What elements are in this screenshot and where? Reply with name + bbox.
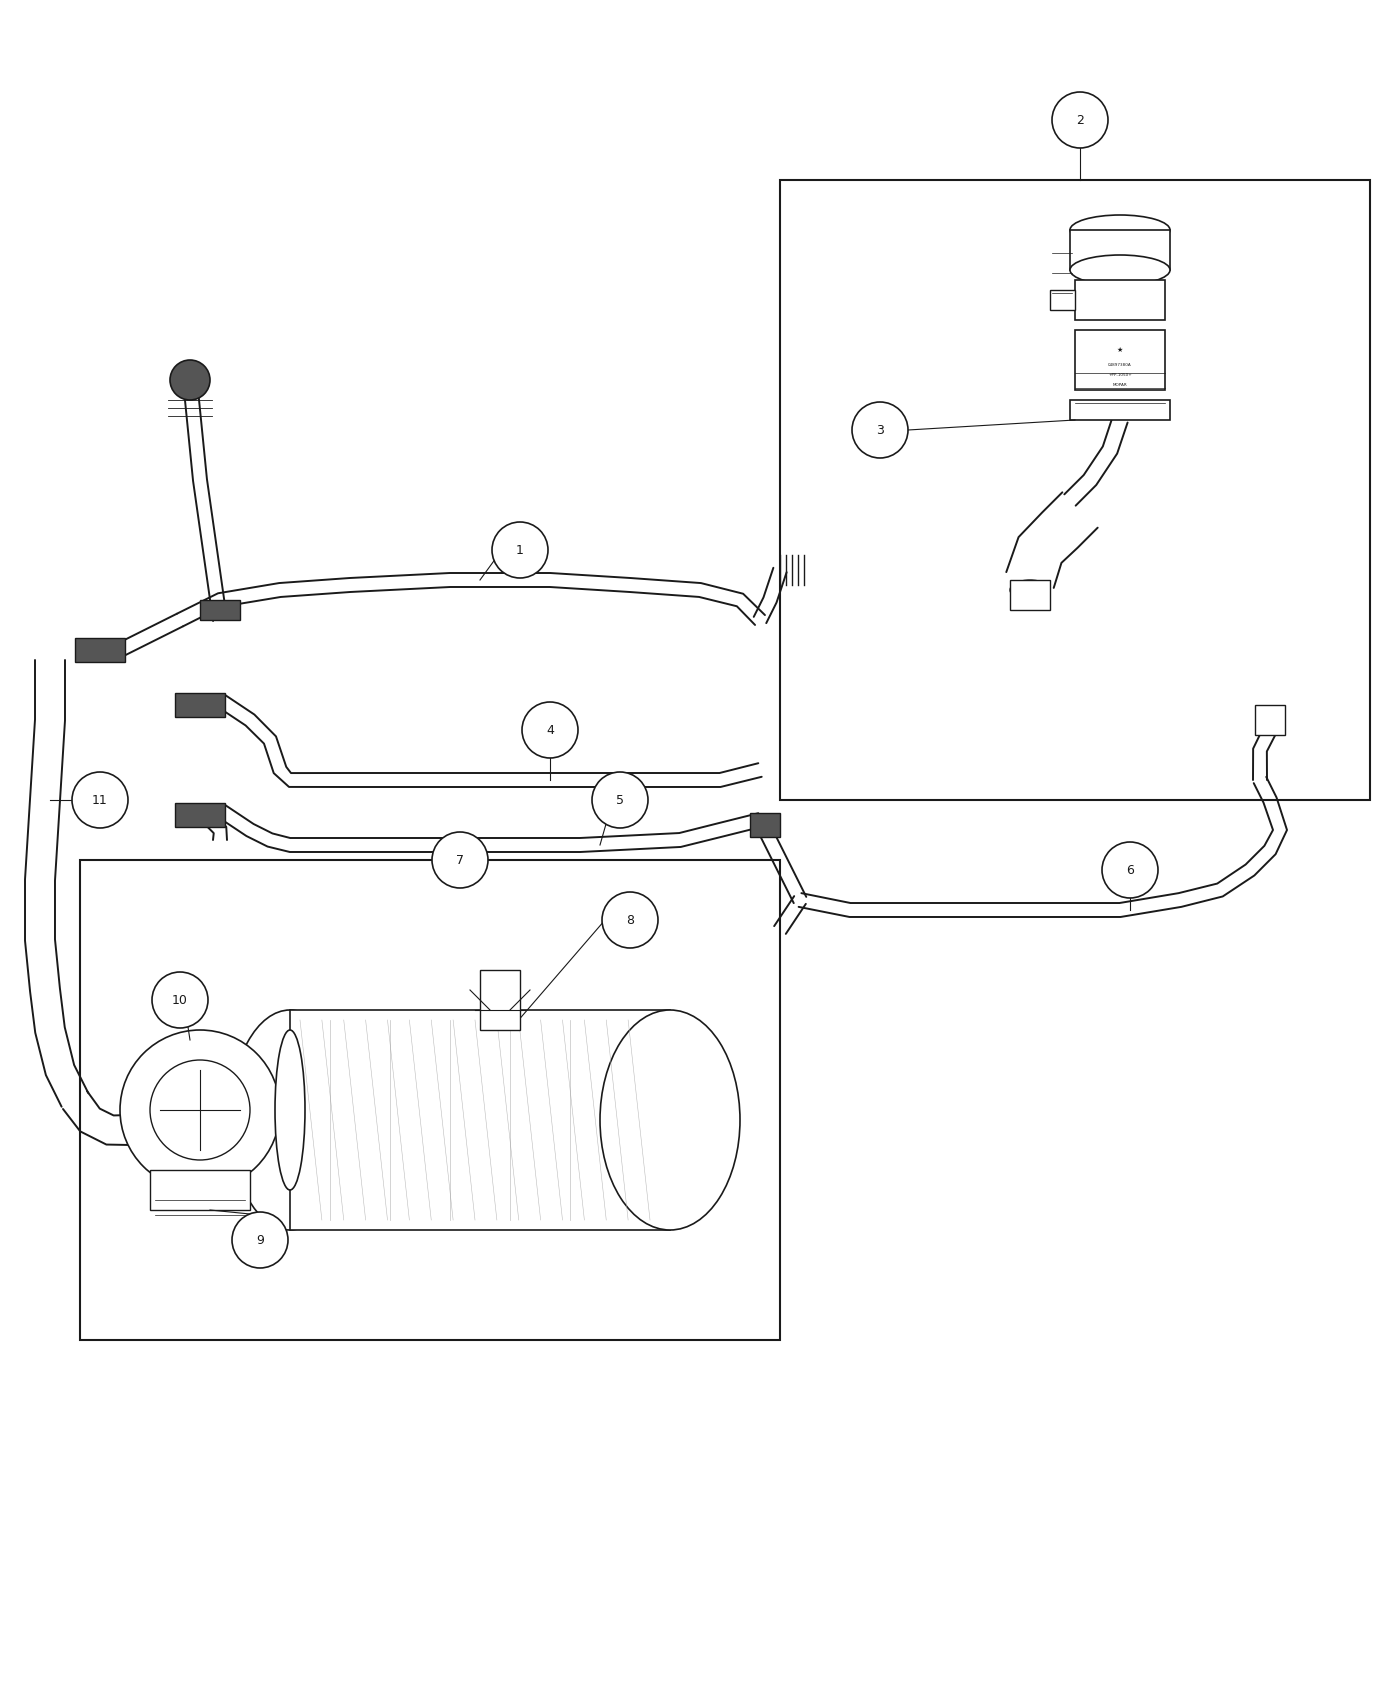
Circle shape xyxy=(232,1212,288,1268)
Bar xyxy=(200,600,239,620)
Ellipse shape xyxy=(601,1010,741,1231)
Circle shape xyxy=(169,360,210,399)
Text: MOPAR: MOPAR xyxy=(1113,382,1127,388)
Circle shape xyxy=(592,772,648,828)
Text: 2: 2 xyxy=(1077,114,1084,126)
Bar xyxy=(1070,400,1170,420)
Text: 10: 10 xyxy=(172,993,188,1006)
Bar xyxy=(175,694,225,717)
Bar xyxy=(1254,706,1285,734)
Bar xyxy=(1070,230,1170,270)
Bar xyxy=(750,813,780,836)
Circle shape xyxy=(153,972,209,1028)
Text: 9: 9 xyxy=(256,1234,265,1246)
Text: +PP-1050+: +PP-1050+ xyxy=(1109,372,1131,377)
Bar xyxy=(780,180,1371,801)
Circle shape xyxy=(491,522,547,578)
Ellipse shape xyxy=(230,1010,350,1231)
Text: 11: 11 xyxy=(92,794,108,806)
Bar xyxy=(130,1115,160,1146)
Circle shape xyxy=(120,1030,280,1190)
Bar xyxy=(1009,580,1050,610)
Circle shape xyxy=(602,892,658,949)
Circle shape xyxy=(71,772,127,828)
Text: 6: 6 xyxy=(1126,864,1134,877)
Bar xyxy=(150,1170,251,1210)
Text: 1: 1 xyxy=(517,544,524,556)
Ellipse shape xyxy=(1070,214,1170,245)
Text: 3: 3 xyxy=(876,423,883,437)
Text: 4: 4 xyxy=(546,724,554,736)
Circle shape xyxy=(1051,92,1107,148)
Bar xyxy=(175,802,225,826)
Text: 04897380A: 04897380A xyxy=(1109,364,1131,367)
Bar xyxy=(80,860,780,1340)
Bar xyxy=(1075,330,1165,389)
Ellipse shape xyxy=(1070,255,1170,286)
Circle shape xyxy=(433,831,489,887)
Bar xyxy=(480,971,519,1030)
Text: 5: 5 xyxy=(616,794,624,806)
Text: ★: ★ xyxy=(1117,347,1123,354)
Text: 8: 8 xyxy=(626,913,634,927)
Ellipse shape xyxy=(274,1030,305,1190)
Ellipse shape xyxy=(1009,580,1050,600)
Bar xyxy=(76,638,125,661)
Bar xyxy=(1050,291,1075,309)
Circle shape xyxy=(1102,842,1158,898)
Circle shape xyxy=(853,401,909,457)
Circle shape xyxy=(522,702,578,758)
Bar xyxy=(290,1010,671,1231)
Bar xyxy=(1075,280,1165,320)
Circle shape xyxy=(150,1061,251,1159)
Text: 7: 7 xyxy=(456,853,463,867)
